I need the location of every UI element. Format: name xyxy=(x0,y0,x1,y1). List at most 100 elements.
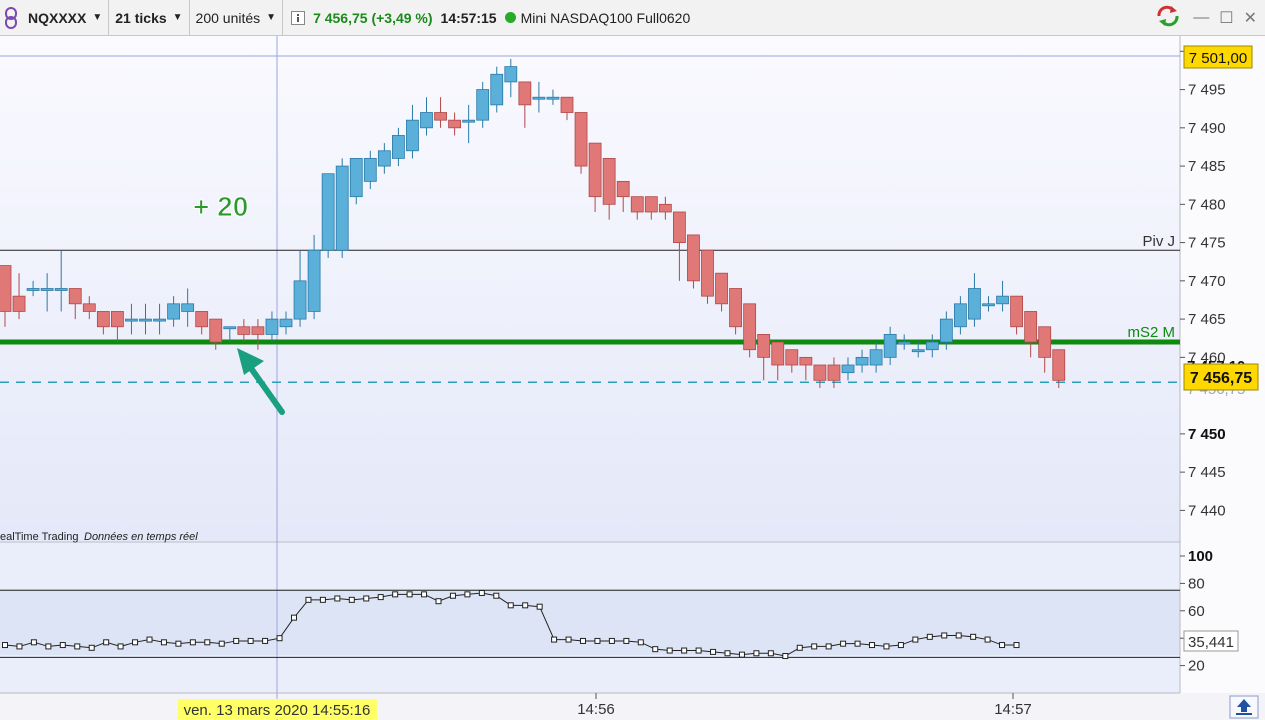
osc-point xyxy=(132,639,139,646)
candle-body[interactable] xyxy=(1052,349,1066,381)
candle-body[interactable] xyxy=(1024,311,1038,343)
time-label-cursor: ven. 13 mars 2020 14:55:16 xyxy=(184,702,371,719)
candle-body[interactable] xyxy=(771,341,785,366)
candle-body[interactable] xyxy=(658,203,672,213)
candle-body[interactable] xyxy=(251,326,265,335)
osc-point xyxy=(710,648,717,655)
candle-body[interactable] xyxy=(237,326,251,335)
candle-body[interactable] xyxy=(532,96,546,100)
candle-body[interactable] xyxy=(715,272,728,305)
candle-body[interactable] xyxy=(377,150,391,167)
candle-body[interactable] xyxy=(462,119,476,123)
symbol-selector[interactable]: NQXXXX ▼ xyxy=(22,0,110,35)
candle-body[interactable] xyxy=(757,334,771,358)
candle-body[interactable] xyxy=(125,318,138,322)
candle-body[interactable] xyxy=(827,364,841,381)
candle-body[interactable] xyxy=(546,96,560,100)
price-chart[interactable]: Piv J mS2 M + 20 ealTime Trading Données… xyxy=(0,36,1265,720)
candle-body[interactable] xyxy=(111,311,124,328)
candle-body[interactable] xyxy=(54,288,68,291)
minimize-icon[interactable]: — xyxy=(1193,9,1210,26)
candle-body[interactable] xyxy=(68,288,82,305)
candle-body[interactable] xyxy=(982,303,995,307)
candle-body[interactable] xyxy=(729,288,742,328)
price-label: 7 490 xyxy=(1188,120,1226,137)
candle-body[interactable] xyxy=(813,364,827,381)
candle-body[interactable] xyxy=(841,364,855,374)
candle-body[interactable] xyxy=(630,196,644,213)
candle-body[interactable] xyxy=(855,356,869,366)
candle-body[interactable] xyxy=(96,311,110,328)
candles-group xyxy=(0,58,1066,388)
candle-body[interactable] xyxy=(574,112,588,167)
candle-body[interactable] xyxy=(743,303,757,351)
osc-point xyxy=(695,647,702,654)
candle-body[interactable] xyxy=(335,165,349,251)
osc-point xyxy=(175,640,182,647)
candle-body[interactable] xyxy=(490,73,504,106)
candle-body[interactable] xyxy=(939,318,953,343)
candle-body[interactable] xyxy=(644,196,658,213)
candle-body[interactable] xyxy=(391,135,405,159)
candle-body[interactable] xyxy=(1038,326,1052,358)
candle-body[interactable] xyxy=(26,288,40,291)
candle-body[interactable] xyxy=(209,318,223,343)
candle-body[interactable] xyxy=(448,119,462,129)
candle-body[interactable] xyxy=(911,349,925,353)
candle-body[interactable] xyxy=(701,249,714,297)
candle-body[interactable] xyxy=(434,112,447,121)
candle-body[interactable] xyxy=(279,318,293,328)
candle-body[interactable] xyxy=(518,81,532,106)
candle-body[interactable] xyxy=(560,96,574,113)
candle-body[interactable] xyxy=(265,318,279,335)
osc-point xyxy=(840,640,847,647)
candle-body[interactable] xyxy=(588,142,602,198)
candle-body[interactable] xyxy=(616,180,630,198)
candle-body[interactable] xyxy=(82,303,96,312)
candle-body[interactable] xyxy=(897,341,911,345)
candle-body[interactable] xyxy=(195,311,209,328)
osc-point xyxy=(724,650,731,657)
candle-body[interactable] xyxy=(406,119,419,152)
period-selector[interactable]: 21 ticks ▼ xyxy=(109,0,190,35)
candle-body[interactable] xyxy=(223,326,237,330)
candle-body[interactable] xyxy=(307,249,321,312)
candle-body[interactable] xyxy=(349,158,363,198)
price-pane xyxy=(0,36,1180,541)
candle-body[interactable] xyxy=(0,265,12,312)
maximize-icon[interactable]: ☐ xyxy=(1219,10,1234,27)
candle-body[interactable] xyxy=(363,158,377,182)
candle-body[interactable] xyxy=(968,288,981,320)
candle-body[interactable] xyxy=(167,303,181,320)
units-selector[interactable]: 200 unités ▼ xyxy=(190,0,284,35)
link-icon[interactable] xyxy=(0,0,22,36)
candle-body[interactable] xyxy=(673,211,686,243)
candle-body[interactable] xyxy=(181,303,195,312)
candle-body[interactable] xyxy=(321,173,335,251)
refresh-icon[interactable] xyxy=(1155,5,1183,32)
candle-body[interactable] xyxy=(40,288,54,291)
candle-body[interactable] xyxy=(476,89,490,121)
candle-body[interactable] xyxy=(293,280,307,320)
candle-body[interactable] xyxy=(996,295,1009,305)
candle-body[interactable] xyxy=(504,66,518,83)
candle-body[interactable] xyxy=(883,334,897,358)
candle-body[interactable] xyxy=(602,158,616,205)
candle-body[interactable] xyxy=(954,303,967,328)
candle-body[interactable] xyxy=(869,349,883,366)
candle-body[interactable] xyxy=(1010,295,1023,328)
candle-body[interactable] xyxy=(153,318,166,322)
candle-body[interactable] xyxy=(420,112,433,129)
candle-body[interactable] xyxy=(925,341,939,351)
candle-body[interactable] xyxy=(799,356,813,366)
scroll-up-icon[interactable] xyxy=(1229,695,1259,719)
price-label: 7 440 xyxy=(1188,502,1226,519)
candle-body[interactable] xyxy=(139,318,152,322)
candle-body[interactable] xyxy=(12,295,26,312)
osc-value-text: 35,441 xyxy=(1188,634,1234,651)
candle-body[interactable] xyxy=(785,349,799,366)
candle-body[interactable] xyxy=(687,234,700,282)
info-icon[interactable] xyxy=(287,0,309,36)
osc-point xyxy=(88,644,95,651)
close-icon[interactable]: ✕ xyxy=(1243,10,1257,27)
